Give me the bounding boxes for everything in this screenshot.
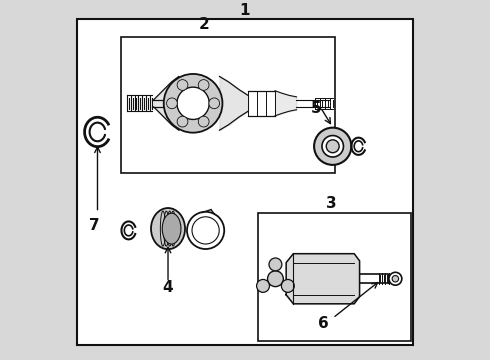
Text: 4: 4 [163,280,173,295]
Circle shape [192,217,219,244]
Circle shape [314,128,351,165]
Polygon shape [286,254,360,304]
Circle shape [269,258,282,271]
Circle shape [198,116,209,127]
Ellipse shape [162,213,181,244]
Text: 3: 3 [326,196,336,211]
Text: 5: 5 [311,101,322,116]
Circle shape [281,279,294,292]
Bar [122,37,335,173]
Circle shape [257,279,270,292]
Circle shape [167,98,177,109]
Bar [258,212,412,341]
Circle shape [322,135,343,157]
Circle shape [389,272,402,285]
Circle shape [268,271,283,287]
Circle shape [209,98,220,109]
Circle shape [198,80,209,90]
Ellipse shape [151,208,185,249]
Text: 2: 2 [198,17,209,32]
Text: 7: 7 [89,217,100,233]
Circle shape [177,87,209,120]
Circle shape [187,212,224,249]
Text: 6: 6 [318,316,329,331]
Circle shape [177,80,188,90]
Circle shape [392,275,398,282]
Circle shape [164,74,222,133]
Text: 1: 1 [240,3,250,18]
Circle shape [326,140,339,153]
Circle shape [177,116,188,127]
